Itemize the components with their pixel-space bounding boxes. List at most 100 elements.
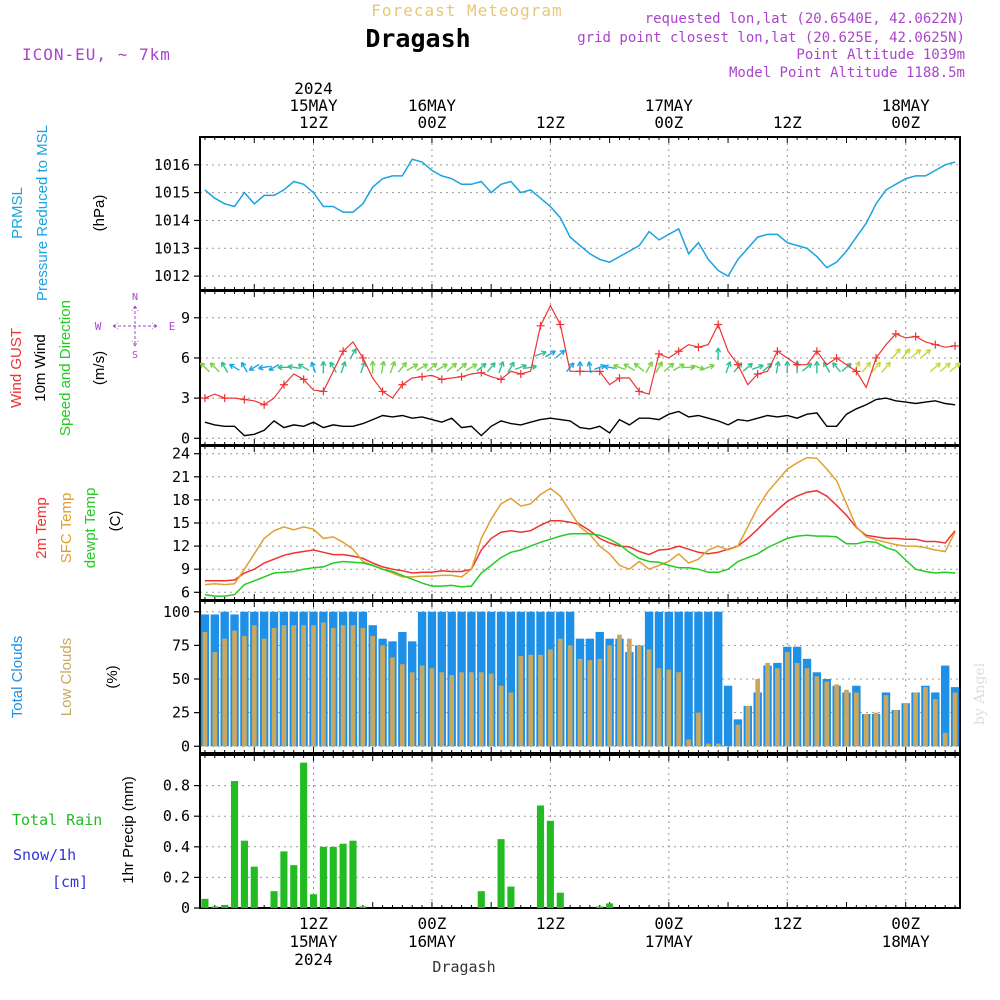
wind-arrow [486, 362, 496, 373]
rain-bar [606, 903, 614, 908]
gust-marker [240, 395, 249, 404]
gust-marker [832, 353, 841, 362]
requested-coords: requested lon,lat (20.6540E, 42.0622N) [645, 11, 965, 27]
bottom-time-label: 17MAY [645, 932, 694, 951]
low-cloud-bar [913, 692, 918, 747]
wind-arrow [514, 363, 527, 371]
y-tick-label: 1015 [154, 184, 190, 202]
gust-marker [733, 360, 742, 369]
wind-arrow [240, 361, 248, 373]
wind-arrow [389, 360, 397, 374]
panel-frame [199, 754, 961, 909]
low-cloud-bar [399, 664, 405, 747]
rain-legend: Total Rain [12, 811, 102, 829]
top-time-label: 15MAY [289, 96, 338, 115]
gust-marker [477, 368, 486, 377]
y-tick-label: 6 [181, 349, 190, 367]
dew-line [204, 533, 956, 597]
gust-marker [694, 343, 703, 352]
wind-arrow [645, 361, 653, 374]
bottom-time-label: 2024 [294, 950, 333, 969]
compass-w: W [95, 320, 102, 333]
total-cloud-bar [723, 685, 733, 747]
gust-marker [753, 370, 762, 379]
low-cloud-bar [715, 743, 721, 747]
low-cloud-bar [696, 712, 701, 747]
wind-arrow [881, 361, 891, 373]
low-cloud-bar [834, 684, 839, 747]
low-cloud-bar [775, 668, 780, 747]
low-cloud-bar [528, 654, 533, 747]
wind-arrow [900, 348, 911, 360]
bottom-location-label: Dragash [432, 958, 495, 976]
low-cloud-bar [784, 652, 790, 747]
precip-panel: 0 0.2 0.4 0.6 0.8 [163, 754, 961, 917]
gust-marker [260, 400, 269, 409]
wind-arrow [613, 363, 626, 371]
low-cloud-bar [518, 656, 524, 747]
dew-label: dewpt Temp [82, 488, 99, 569]
wind-arrow [209, 362, 220, 373]
rain-bar [270, 891, 278, 908]
gust-marker [714, 320, 723, 329]
top-time-label: 12Z [773, 113, 802, 132]
low-cloud-bar [469, 672, 474, 747]
low-cloud-bar [419, 665, 425, 747]
rain-bar [477, 891, 485, 908]
wind-arrow [725, 361, 732, 374]
wind-arrow [871, 361, 882, 373]
y-tick-label: 50 [172, 670, 190, 688]
low-cloud-bar [873, 712, 879, 747]
y-tick-label: 21 [172, 468, 190, 486]
model-label: ICON-EU, ~ 7km [22, 45, 171, 64]
low-cloud-bar [686, 739, 691, 747]
clouds-panel: 0 25 50 75 100 [163, 600, 961, 755]
top-time-label: 2024 [294, 79, 333, 98]
wind-arrow [329, 361, 337, 373]
grid-point-coords: grid point closest lon,lat (20.625E, 42.… [577, 30, 965, 46]
point-altitude: Point Altitude 1039m [796, 47, 965, 63]
wind-arrow [456, 362, 468, 372]
low-cloud-bar [360, 627, 366, 747]
bottom-time-label: 00Z [654, 914, 683, 933]
y-tick-label: 75 [172, 636, 190, 654]
low-cloud-bar [212, 652, 218, 747]
temperature-panel: 6 9 12 15 18 21 24 [172, 445, 961, 601]
gust-marker [891, 329, 900, 338]
wind-arrow [751, 363, 764, 371]
snow-legend: Snow/1h [13, 846, 76, 864]
gust-marker [635, 387, 644, 396]
rain-bar [329, 846, 337, 908]
rain-bar [290, 865, 298, 908]
y-tick-label: 3 [181, 389, 190, 407]
low-cloud-bar [222, 638, 228, 747]
wind-arrow [397, 361, 408, 373]
gust-marker [872, 353, 881, 362]
rain-bar [250, 866, 258, 908]
wind-arrow [939, 362, 951, 373]
snow-unit-legend: [cm] [52, 873, 88, 891]
wind-arrow [813, 360, 820, 374]
low-cloud-bar [854, 692, 859, 747]
low-cloud-bar [380, 645, 385, 747]
low-cloud-bar [893, 709, 899, 747]
rain-bar [230, 781, 239, 908]
low-cloud-bar [567, 645, 573, 747]
compass-s: S [132, 350, 138, 361]
gust-marker [339, 347, 348, 356]
gust-marker [200, 394, 209, 403]
gust-marker [852, 367, 861, 376]
gust-marker [931, 340, 940, 349]
gust-marker [220, 394, 229, 403]
rain-bar [596, 906, 604, 908]
low-cloud-bar [409, 672, 415, 747]
y-tick-label: 25 [172, 704, 190, 722]
low-cloud-bar [498, 685, 504, 747]
y-tick-label: 0 [181, 899, 190, 917]
gust-marker [576, 367, 584, 376]
low-cloud-bar [646, 649, 652, 747]
low-cloud-bar [508, 692, 514, 747]
low-cloud-bar [449, 674, 455, 747]
low-cloud-bar [548, 649, 553, 747]
bottom-time-label: 12Z [773, 914, 802, 933]
